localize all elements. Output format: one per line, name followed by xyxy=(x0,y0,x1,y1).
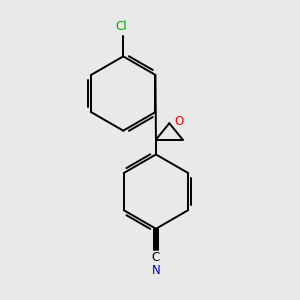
Text: O: O xyxy=(175,115,184,128)
Text: C: C xyxy=(152,251,160,264)
Text: Cl: Cl xyxy=(115,20,127,33)
Text: N: N xyxy=(152,263,160,277)
